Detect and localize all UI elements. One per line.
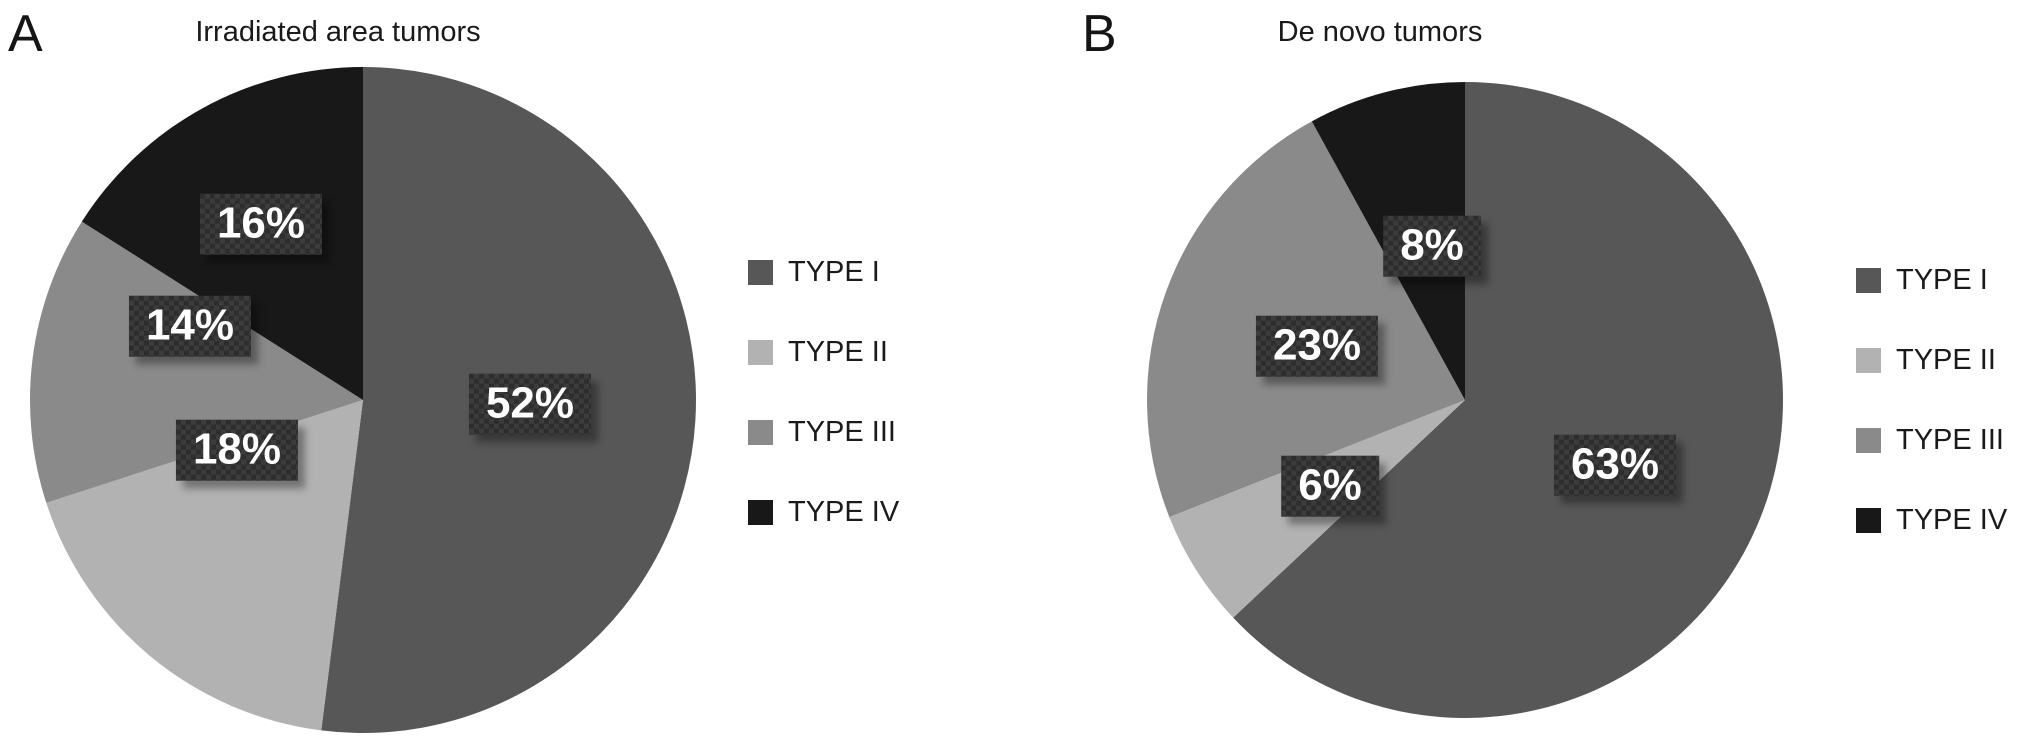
chart-title-irradiated: Irradiated area tumors — [195, 16, 481, 48]
slice-value-label-a-type-iii: 14% — [129, 296, 251, 357]
slice-value-label-a-type-ii: 18% — [176, 420, 298, 481]
legend-swatch-type-ii — [748, 340, 773, 365]
pie-slice-type-iv — [1311, 82, 1465, 400]
panel-label-a: A — [8, 5, 43, 63]
legend-label-type-iv: TYPE IV — [1896, 504, 2008, 536]
legend-label-type-i: TYPE I — [788, 256, 880, 288]
pie-slice-type-i — [1233, 82, 1783, 718]
legend-label-type-i: TYPE I — [1896, 264, 1988, 296]
pie-irradiated-area-tumors — [29, 67, 696, 733]
legend-swatch-type-i — [1856, 268, 1881, 293]
legend-item-type-iv: TYPE IV — [1856, 504, 2007, 537]
legend-label-type-ii: TYPE II — [788, 336, 888, 368]
chart-title-de-novo: De novo tumors — [1277, 16, 1483, 48]
legend-item-type-i: TYPE I — [748, 256, 899, 289]
legend-label-type-iv: TYPE IV — [788, 496, 900, 528]
pie-slice-type-iii — [29, 221, 363, 503]
legend-label-type-iii: TYPE III — [788, 416, 896, 448]
pie-slice-type-iii — [1147, 121, 1465, 518]
slice-value-label-b-type-ii: 6% — [1281, 456, 1379, 517]
legend-swatch-type-ii — [1856, 348, 1881, 373]
slice-value-label-b-type-iv: 8% — [1383, 216, 1481, 277]
panel-label-b: B — [1082, 5, 1117, 63]
legend-item-type-iv: TYPE IV — [748, 496, 899, 529]
pie-slice-type-ii — [46, 400, 363, 731]
legend-chart-a: TYPE I TYPE II TYPE III TYPE IV — [748, 256, 899, 576]
legend-chart-b: TYPE I TYPE II TYPE III TYPE IV — [1856, 264, 2007, 584]
legend-item-type-ii: TYPE II — [1856, 344, 2007, 377]
slice-value-label-a-type-i: 52% — [469, 374, 591, 435]
legend-item-type-ii: TYPE II — [748, 336, 899, 369]
legend-item-type-i: TYPE I — [1856, 264, 2007, 297]
legend-swatch-type-i — [748, 260, 773, 285]
legend-swatch-type-iii — [748, 420, 773, 445]
legend-label-type-ii: TYPE II — [1896, 344, 1996, 376]
legend-swatch-type-iv — [1856, 508, 1881, 533]
slice-value-label-a-type-iv: 16% — [200, 194, 322, 255]
legend-label-type-iii: TYPE III — [1896, 424, 2004, 456]
pie-de-novo-tumors — [1147, 82, 1783, 718]
slice-value-label-b-type-iii: 23% — [1256, 316, 1378, 377]
slice-value-label-b-type-i: 63% — [1554, 435, 1676, 496]
legend-swatch-type-iii — [1856, 428, 1881, 453]
legend-swatch-type-iv — [748, 500, 773, 525]
legend-item-type-iii: TYPE III — [1856, 424, 2007, 457]
legend-item-type-iii: TYPE III — [748, 416, 899, 449]
